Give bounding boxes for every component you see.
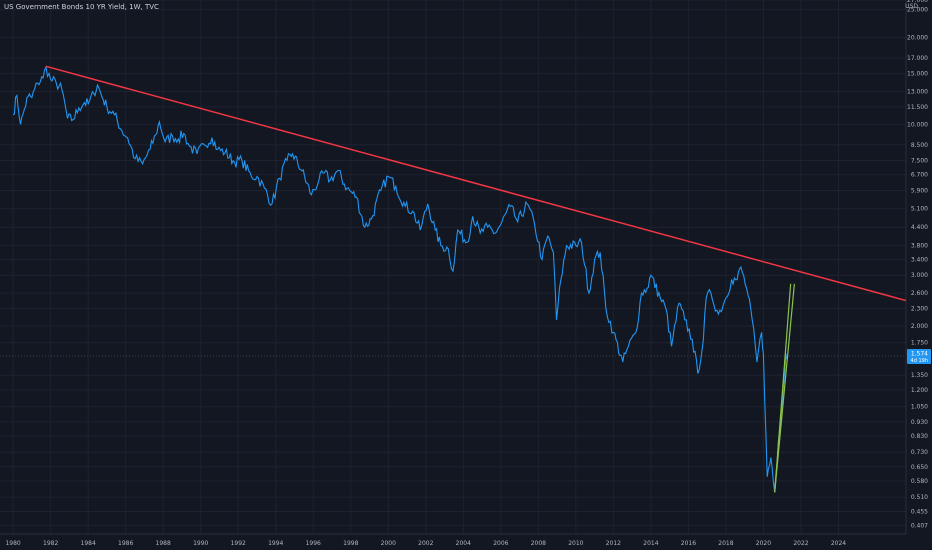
y-tick-label: 0.407: [911, 522, 928, 529]
x-tick-label: 2002: [418, 540, 433, 547]
y-tick-label: 0.830: [911, 433, 928, 440]
y-tick-label: 10.000: [907, 121, 928, 128]
y-tick-label: 1.750: [911, 340, 928, 347]
price-axis[interactable]: 27.000 25.000 20.000 17.000 15.000 13.000 11.5…: [907, 0, 928, 529]
resistance-trendline[interactable]: [45, 65, 907, 302]
y-tick-label: 27.000: [907, 0, 928, 4]
x-tick-label: 2014: [643, 540, 658, 547]
x-tick-label: 1988: [156, 540, 171, 547]
yield-series-line[interactable]: [12, 65, 789, 493]
x-tick-label: 1980: [5, 540, 20, 547]
y-tick-label: 3.800: [911, 243, 928, 250]
y-tick-label: 0.580: [911, 478, 928, 485]
y-tick-label: 3.400: [911, 257, 928, 264]
x-tick-label: 1986: [118, 540, 133, 547]
y-tick-label: 6.700: [911, 172, 928, 179]
price-badge-countdown: 4d 19h: [911, 358, 928, 364]
y-tick-label: 0.455: [911, 508, 928, 515]
x-tick-label: 2018: [718, 540, 733, 547]
x-tick-label: 2022: [793, 540, 808, 547]
x-tick-label: 2020: [756, 540, 771, 547]
x-tick-label: 1982: [43, 540, 58, 547]
y-tick-label: 2.300: [911, 305, 928, 312]
x-tick-label: 2012: [606, 540, 621, 547]
y-tick-label: 3.000: [911, 272, 928, 279]
y-tick-label: 5.900: [911, 187, 928, 194]
y-tick-label: 0.730: [911, 449, 928, 456]
x-tick-label: 2016: [681, 540, 696, 547]
channel-right-trendline[interactable]: [774, 283, 795, 493]
x-tick-label: 2010: [568, 540, 583, 547]
x-tick-label: 1998: [343, 540, 358, 547]
y-tick-label: 1.200: [911, 387, 928, 394]
channel-left-trendline[interactable]: [774, 283, 792, 493]
x-tick-label: 1984: [81, 540, 96, 547]
y-tick-label: 1.350: [911, 372, 928, 379]
x-tick-label: 2024: [831, 540, 846, 547]
y-tick-label: 20.000: [907, 35, 928, 42]
x-tick-label: 1992: [231, 540, 246, 547]
y-tick-label: 1.050: [911, 404, 928, 411]
time-axis[interactable]: 1980 1982 1984 1986 1988 1990 1992 1994 1996 1998…: [5, 540, 846, 547]
x-tick-label: 2000: [381, 540, 396, 547]
y-tick-label: 5.100: [911, 206, 928, 213]
y-tick-label: 4.400: [911, 224, 928, 231]
y-tick-label: 13.000: [907, 89, 928, 96]
x-tick-label: 2006: [493, 540, 508, 547]
y-tick-label: 11.500: [907, 104, 928, 111]
x-tick-label: 2004: [456, 540, 471, 547]
y-tick-label: 8.500: [911, 142, 928, 149]
x-tick-label: 2008: [531, 540, 546, 547]
y-tick-label: 0.930: [911, 419, 928, 426]
y-tick-label: 0.510: [911, 494, 928, 501]
y-tick-label: 0.650: [911, 464, 928, 471]
x-tick-label: 1990: [193, 540, 208, 547]
y-tick-label: 7.500: [911, 157, 928, 164]
x-tick-label: 1996: [306, 540, 321, 547]
currency-label[interactable]: USD: [905, 3, 918, 10]
y-tick-label: 2.000: [911, 323, 928, 330]
y-tick-label: 17.000: [907, 55, 928, 62]
y-tick-label: 2.600: [911, 290, 928, 297]
plot-area[interactable]: [0, 65, 907, 493]
price-badge-bg: [907, 348, 931, 364]
price-badge-value: 1.574: [911, 350, 928, 357]
chart-title: US Government Bonds 10 YR Yield, 1W, TVC: [4, 3, 159, 11]
y-tick-label: 25.000: [907, 7, 928, 14]
y-tick-label: 15.000: [907, 71, 928, 78]
x-tick-label: 1994: [268, 540, 283, 547]
